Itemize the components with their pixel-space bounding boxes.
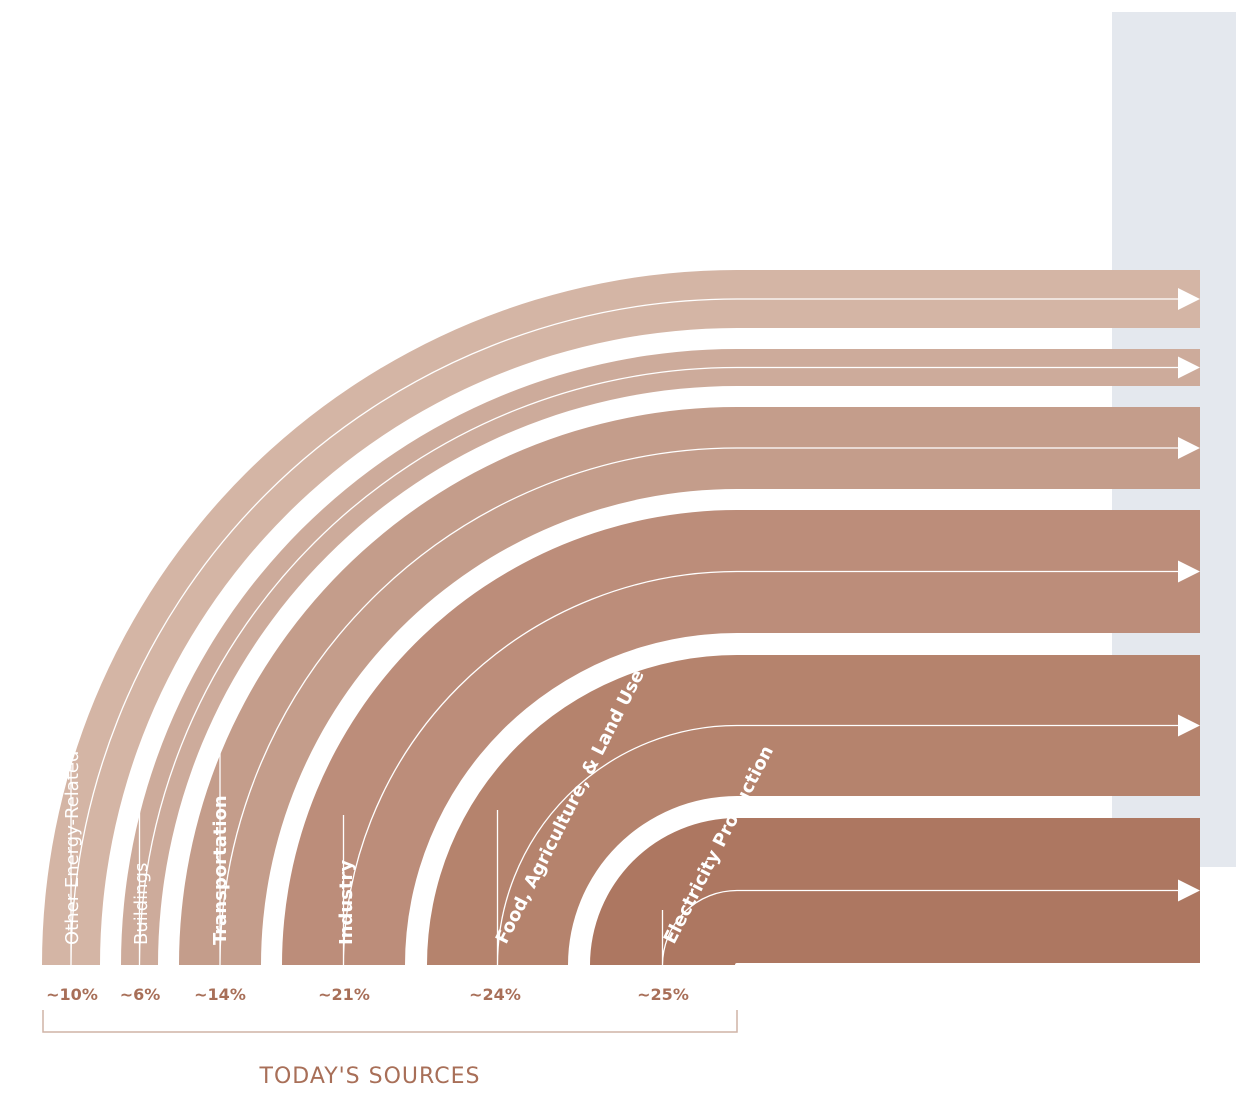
band-industry — [282, 510, 1200, 965]
percent-label-food-agriculture-land-use: ~24% — [469, 985, 521, 1004]
arrow-line-buildings — [138, 366, 1180, 966]
arrowhead-icon — [1178, 714, 1200, 737]
percent-label-buildings: ~6% — [120, 985, 161, 1004]
bands-layer — [42, 270, 1200, 966]
arrowhead-icon — [1178, 288, 1200, 310]
footer-label: TODAY'S SOURCES — [259, 1064, 481, 1089]
percent-label-electricity-production: ~25% — [637, 985, 689, 1004]
arrowhead-icon — [1178, 879, 1200, 902]
arrow-line-transportation — [219, 447, 1180, 966]
band-label-other-energy-related-emissions: Other Energy-Related Emissions — [62, 655, 83, 945]
sources-bracket — [42, 1010, 738, 1033]
band-other-energy-related-emissions — [42, 270, 1200, 965]
percent-labels: ~10% ~6% ~14% ~21% ~24% ~25% — [46, 985, 689, 1004]
percent-label-industry: ~21% — [318, 985, 370, 1004]
band-label-industry: Industry — [336, 860, 357, 945]
band-food-agriculture-land-use — [427, 655, 1200, 965]
arrow-line-electricity-production — [661, 889, 1180, 966]
arrow-line-industry — [342, 570, 1180, 966]
arrow-line-other-energy-related-emissions — [70, 298, 1180, 966]
percent-label-transportation: ~14% — [194, 985, 246, 1004]
band-electricity-production — [590, 818, 1200, 965]
arrowhead-icon — [1178, 560, 1200, 583]
arrowhead-icon — [1178, 356, 1200, 379]
arrow-line-food-agriculture-land-use — [496, 724, 1180, 966]
arrowhead-icon — [1178, 437, 1200, 459]
band-label-transportation: Transportation — [210, 795, 231, 945]
percent-label-other-energy-related-emissions: ~10% — [46, 985, 98, 1004]
band-label-buildings: Buildings — [131, 863, 152, 945]
